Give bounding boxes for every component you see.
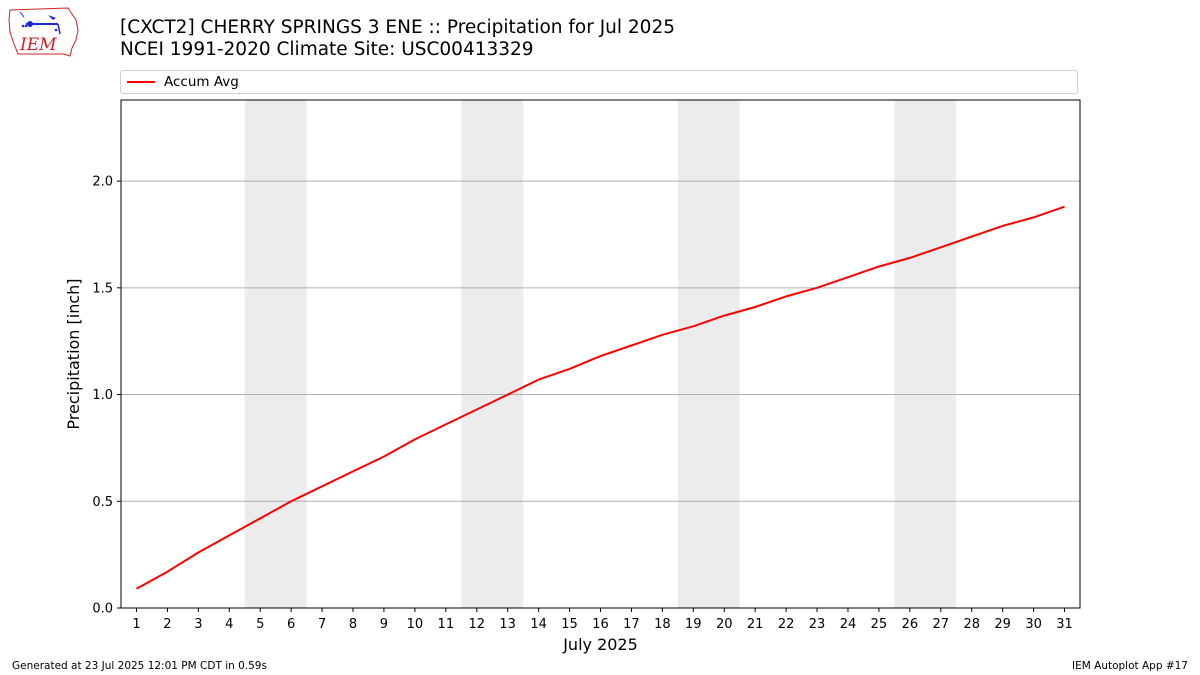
- x-tick-label-16: 17: [623, 617, 640, 632]
- data-point-day-30: [1033, 216, 1035, 218]
- series-layer: [135, 205, 1066, 590]
- x-tick-label-2: 3: [194, 617, 202, 632]
- y-tick-label-4: 2.0: [92, 175, 113, 190]
- iem-logo: IEM: [8, 7, 79, 57]
- data-point-day-25: [878, 265, 880, 267]
- y-axis-label: Precipitation [inch]: [64, 278, 83, 429]
- x-axis-label: July 2025: [562, 635, 638, 654]
- data-point-day-28: [971, 236, 973, 238]
- data-point-day-9: [383, 455, 385, 457]
- x-tick-label-11: 12: [468, 617, 485, 632]
- data-point-day-24: [847, 276, 849, 278]
- legend-label-accum-avg: Accum Avg: [164, 74, 239, 90]
- app-id-label: IEM Autoplot App #17: [1072, 660, 1188, 672]
- y-tick-label-2: 1.0: [92, 388, 113, 403]
- data-point-day-12: [476, 408, 478, 410]
- x-tick-label-22: 23: [809, 617, 826, 632]
- data-point-day-18: [661, 334, 663, 336]
- data-point-day-4: [228, 534, 230, 536]
- x-tick-label-13: 14: [530, 617, 547, 632]
- weekend-band-4: [894, 100, 957, 608]
- chart-title: [CXCT2] CHERRY SPRINGS 3 ENE :: Precipit…: [120, 17, 675, 61]
- series-line-accum-avg: [136, 205, 1065, 590]
- y-tick-label-0: 0.0: [92, 602, 113, 617]
- data-point-day-20: [723, 315, 725, 317]
- weekend-band-2: [461, 100, 524, 608]
- svg-text:IEM: IEM: [19, 35, 57, 55]
- x-tick-label-12: 13: [499, 617, 516, 632]
- data-point-day-26: [909, 257, 911, 259]
- x-tick-label-5: 6: [287, 617, 295, 632]
- legend-swatch-accum-avg: [127, 81, 155, 83]
- x-tick-label-6: 7: [318, 617, 326, 632]
- data-point-day-5: [259, 517, 261, 519]
- data-point-day-14: [538, 379, 540, 381]
- chart-title-line2: NCEI 1991-2020 Climate Site: USC00413329: [120, 39, 534, 60]
- data-point-day-13: [507, 394, 509, 396]
- data-point-day-11: [445, 423, 447, 425]
- x-tick-label-9: 10: [407, 617, 424, 632]
- x-tick-label-20: 21: [747, 617, 764, 632]
- data-point-day-31: [1064, 206, 1066, 208]
- x-tick-label-23: 24: [840, 617, 857, 632]
- weekend-band-1: [244, 100, 307, 608]
- data-point-day-2: [166, 571, 168, 573]
- y-tick-label-3: 1.5: [92, 281, 113, 296]
- axes-ticks: 0.00.51.01.52.01 2 3 4 5 6 7 8 9 10 11 12 13 14 15 16 17…: [92, 175, 1072, 632]
- x-tick-label-14: 15: [561, 617, 578, 632]
- x-tick-label-15: 16: [592, 617, 609, 632]
- data-point-day-15: [569, 368, 571, 370]
- data-point-day-22: [785, 295, 787, 297]
- weekend-band-3: [677, 100, 740, 608]
- x-tick-label-17: 18: [654, 617, 671, 632]
- x-tick-label-24: 25: [871, 617, 888, 632]
- data-point-day-3: [197, 552, 199, 554]
- x-tick-label-18: 19: [685, 617, 702, 632]
- chart-title-line1: [CXCT2] CHERRY SPRINGS 3 ENE :: Precipit…: [120, 17, 675, 38]
- x-tick-label-1: 2: [163, 617, 171, 632]
- x-tick-label-4: 5: [256, 617, 264, 632]
- x-tick-label-26: 27: [933, 617, 950, 632]
- x-tick-label-0: 1: [132, 617, 140, 632]
- data-point-day-1: [135, 588, 137, 590]
- x-tick-label-3: 4: [225, 617, 233, 632]
- data-point-day-6: [290, 500, 292, 502]
- x-tick-label-30: 31: [1056, 617, 1073, 632]
- data-point-day-21: [754, 306, 756, 308]
- x-tick-label-19: 20: [716, 617, 733, 632]
- x-tick-label-25: 26: [902, 617, 919, 632]
- data-point-day-23: [816, 287, 818, 289]
- x-tick-label-8: 9: [380, 617, 388, 632]
- grid-lines: [121, 180, 1080, 502]
- x-tick-label-10: 11: [438, 617, 455, 632]
- data-point-day-8: [352, 470, 354, 472]
- data-point-day-27: [940, 246, 942, 248]
- y-tick-label-1: 0.5: [92, 495, 113, 510]
- x-tick-label-29: 30: [1025, 617, 1042, 632]
- data-point-day-7: [321, 485, 323, 487]
- data-point-day-29: [1002, 225, 1004, 227]
- data-point-day-16: [600, 355, 602, 357]
- weekend-bands: [244, 100, 957, 608]
- legend: Accum Avg: [120, 70, 1078, 94]
- data-point-day-17: [630, 344, 632, 346]
- data-point-day-10: [414, 438, 416, 440]
- x-tick-label-7: 8: [349, 617, 357, 632]
- x-tick-label-21: 22: [778, 617, 795, 632]
- generated-timestamp: Generated at 23 Jul 2025 12:01 PM CDT in…: [12, 660, 267, 672]
- x-tick-label-28: 29: [994, 617, 1011, 632]
- data-point-day-19: [692, 325, 694, 327]
- x-tick-label-27: 28: [963, 617, 980, 632]
